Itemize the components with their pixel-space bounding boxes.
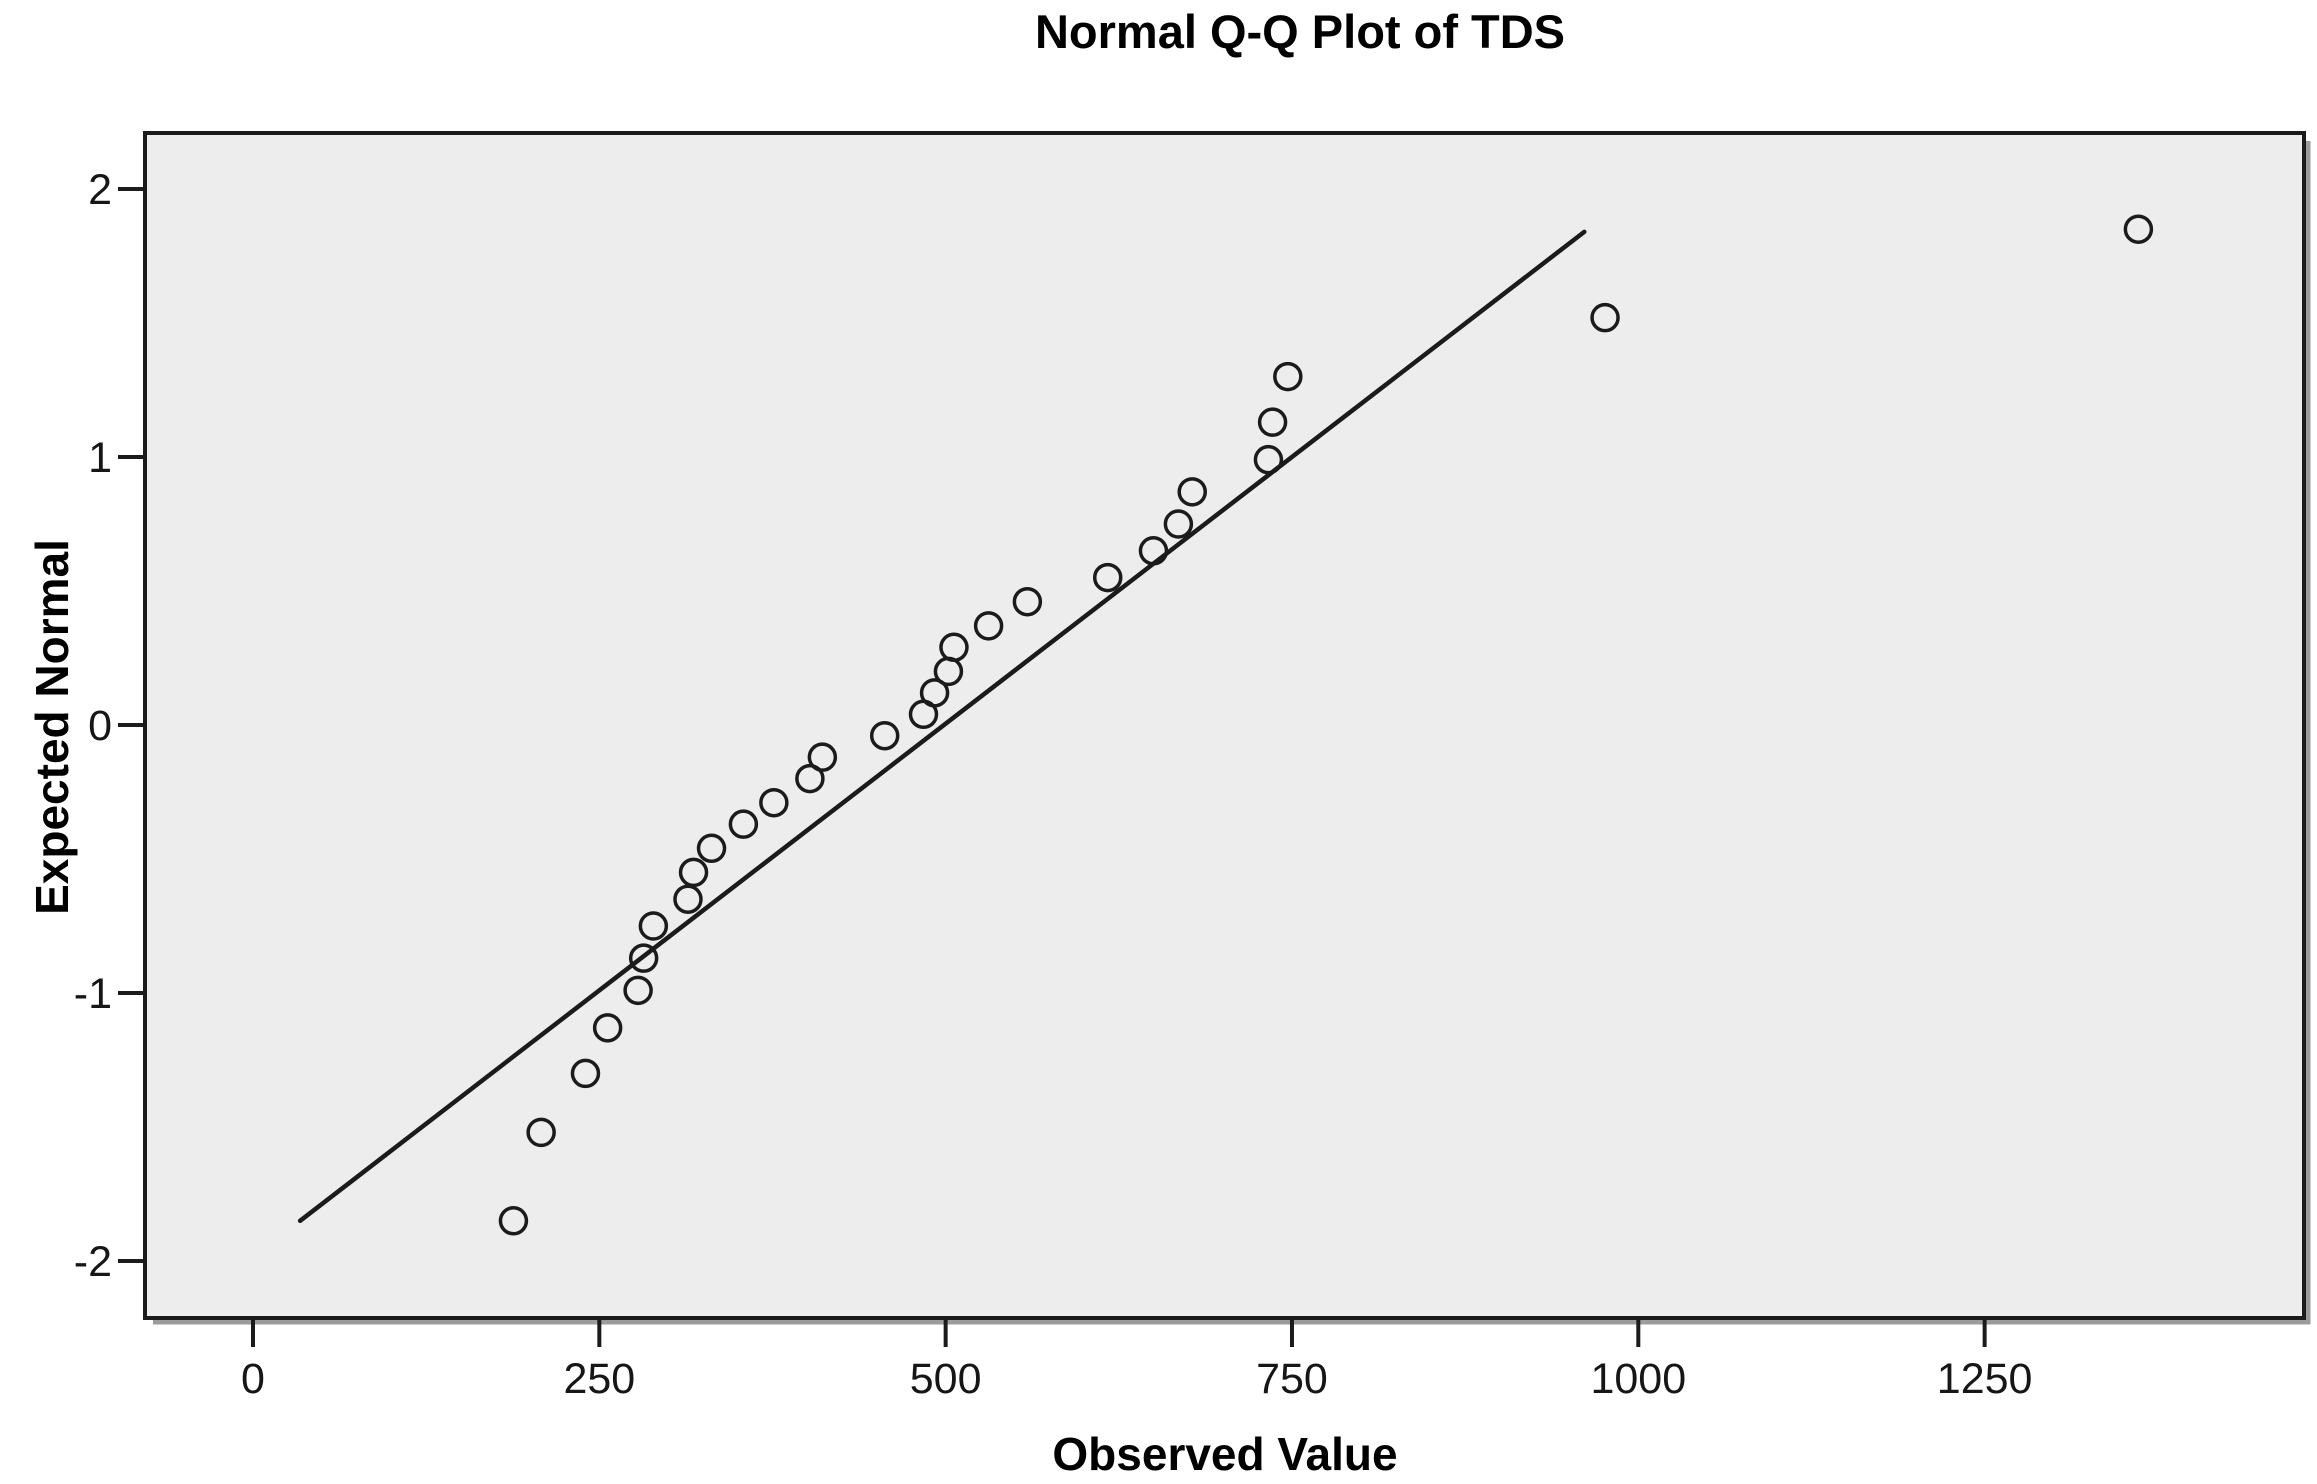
data-point <box>869 720 900 751</box>
data-point <box>1177 477 1207 507</box>
data-point <box>919 678 950 708</box>
y-tick-label: -1 <box>74 970 112 1018</box>
plot-background <box>143 131 2306 1320</box>
data-point <box>628 943 659 973</box>
data-point <box>1590 302 1620 333</box>
data-point <box>673 884 703 914</box>
x-tick-label: 1000 <box>1590 1355 1686 1403</box>
data-point <box>570 1058 601 1089</box>
data-point <box>1138 536 1169 566</box>
chart-title: Normal Q-Q Plot of TDS <box>1035 5 1565 58</box>
data-point <box>638 911 669 941</box>
y-tick-label: -2 <box>74 1238 112 1286</box>
data-point <box>2123 214 2154 244</box>
data-point <box>728 809 759 839</box>
y-axis-title: Expected Normal <box>26 539 78 915</box>
data-point <box>807 742 838 772</box>
data-point <box>498 1206 529 1236</box>
reference-line <box>297 229 1587 1224</box>
data-point <box>623 975 653 1006</box>
x-tick-label: 750 <box>1256 1355 1328 1403</box>
data-point <box>759 787 789 818</box>
data-point <box>592 1013 623 1043</box>
y-tick-label: 2 <box>88 166 112 214</box>
x-tick-label: 0 <box>241 1355 265 1403</box>
y-tick-label: 0 <box>88 702 112 750</box>
x-tick-label: 1250 <box>1937 1355 2033 1403</box>
data-point <box>1012 586 1043 617</box>
data-point <box>795 763 825 794</box>
data-point <box>1273 361 1303 392</box>
data-point <box>526 1117 556 1148</box>
y-tick-label: 1 <box>88 434 112 482</box>
plot-shadow <box>153 141 2311 1325</box>
data-point <box>973 611 1004 641</box>
data-point <box>1163 509 1194 539</box>
data-point <box>1253 444 1284 475</box>
x-tick-label: 500 <box>910 1355 982 1403</box>
chart-geometry: 0 250 500 750 1000 1250 2 1 0 -1 -2 <box>74 131 2311 1403</box>
data-point <box>939 632 969 663</box>
data-point <box>678 857 709 888</box>
data-point <box>696 833 727 864</box>
x-axis-title: Observed Value <box>1052 1428 1397 1480</box>
data-point <box>1092 562 1123 593</box>
x-tick-label: 250 <box>563 1355 635 1403</box>
data-point <box>1257 407 1288 437</box>
